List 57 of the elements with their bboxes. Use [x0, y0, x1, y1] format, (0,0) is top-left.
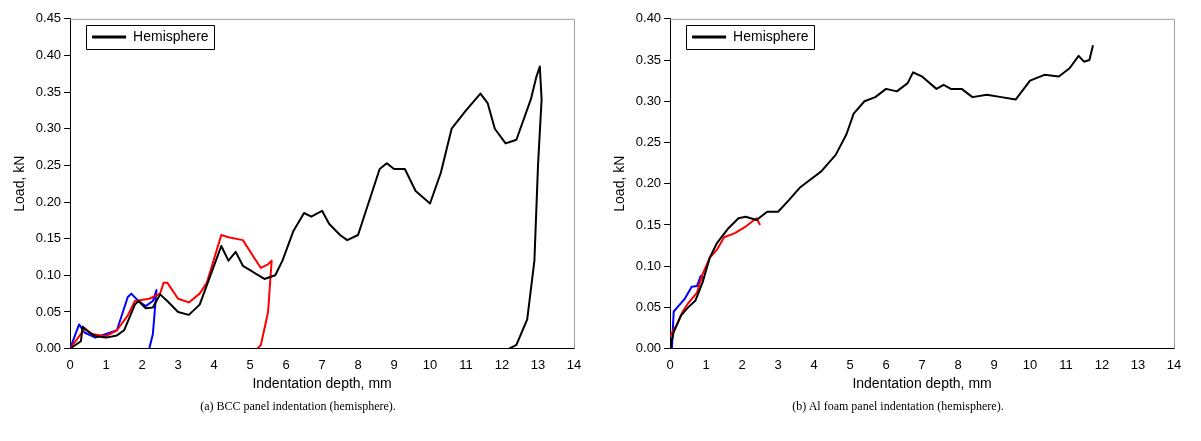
x-tick-label: 12 [494, 356, 510, 372]
y-tick-label: 0.25 [35, 156, 62, 172]
y-axis-title: Load, kN [611, 155, 628, 212]
y-tick-label: 0.00 [35, 340, 62, 356]
y-tick-label: 0.00 [635, 340, 662, 356]
x-tick-label: 13 [530, 356, 546, 372]
y-tick-label: 0.20 [635, 175, 662, 191]
x-tick-label: 0 [66, 356, 74, 372]
x-tick-label: 10 [1022, 356, 1038, 372]
x-axis-title: Indentation depth, mm [852, 375, 992, 392]
y-tick-label: 0.10 [635, 257, 662, 273]
x-tick-label: 11 [459, 356, 473, 372]
x-tick-label: 4 [210, 356, 218, 372]
legend-label: Hemisphere [133, 27, 209, 44]
x-tick-label: 4 [810, 356, 818, 372]
x-tick-label: 0 [666, 356, 674, 372]
x-tick-label: 11 [1059, 356, 1073, 372]
x-tick-label: 5 [846, 356, 854, 372]
x-tick-label: 8 [954, 356, 962, 372]
x-tick-label: 14 [1166, 356, 1182, 372]
x-tick-label: 1 [702, 356, 710, 372]
x-axis-title: Indentation depth, mm [252, 375, 392, 392]
x-tick-label: 8 [354, 356, 362, 372]
x-tick-label: 12 [1094, 356, 1110, 372]
y-tick-label: 0.30 [635, 92, 662, 108]
text: (a) BCC panel indentation (hemisphere). [200, 399, 396, 414]
y-tick-label: 0.45 [35, 10, 62, 26]
y-axis-title: Load, kN [11, 155, 28, 212]
x-tick-label: 14 [566, 356, 582, 372]
x-tick-label: 5 [246, 356, 254, 372]
x-tick-label: 7 [918, 356, 926, 372]
y-tick-label: 0.25 [635, 134, 662, 150]
y-tick-label: 0.15 [35, 230, 62, 246]
x-tick-label: 10 [422, 356, 438, 372]
y-tick-label: 0.15 [635, 216, 662, 232]
x-tick-label: 3 [774, 356, 782, 372]
x-tick-label: 6 [282, 356, 290, 372]
x-tick-label: 3 [174, 356, 182, 372]
x-tick-label: 9 [990, 356, 998, 372]
y-tick-label: 0.05 [35, 303, 62, 319]
legend-label: Hemisphere [733, 27, 809, 44]
y-tick-label: 0.40 [35, 47, 62, 63]
y-tick-label: 0.05 [635, 298, 662, 314]
x-tick-label: 1 [102, 356, 110, 372]
y-tick-label: 0.20 [35, 193, 62, 209]
x-tick-label: 9 [390, 356, 398, 372]
y-tick-label: 0.35 [635, 51, 662, 67]
x-tick-label: 2 [738, 356, 746, 372]
text: (b) Al foam panel indentation (hemisphere). [792, 399, 1004, 414]
y-tick-label: 0.30 [35, 120, 62, 136]
x-tick-label: 6 [882, 356, 890, 372]
x-tick-label: 2 [138, 356, 146, 372]
y-tick-label: 0.10 [35, 266, 62, 282]
y-tick-label: 0.35 [35, 83, 62, 99]
x-tick-label: 7 [318, 356, 326, 372]
y-tick-label: 0.40 [635, 10, 662, 26]
x-tick-label: 13 [1130, 356, 1146, 372]
